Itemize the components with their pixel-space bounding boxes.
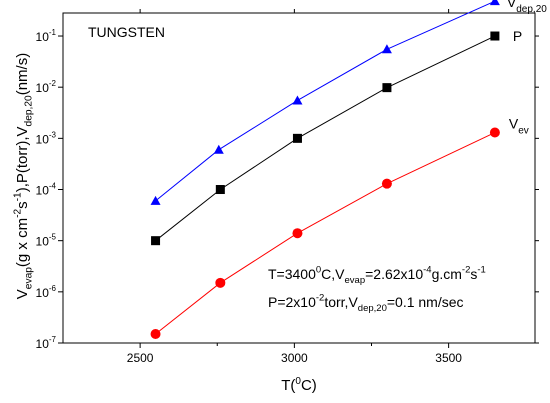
series-line bbox=[155, 0, 496, 202]
x-axis-title: T(0C) bbox=[281, 376, 317, 394]
data-point-square bbox=[490, 31, 500, 41]
x-tick-label: 2500 bbox=[127, 351, 154, 365]
x-tick-label: 3000 bbox=[281, 351, 308, 365]
y-tick-label: 10-4 bbox=[36, 182, 57, 198]
series-label: Vdep,20 bbox=[507, 0, 547, 15]
text-labels: 2500 3000 3500 10-7 10-6 10-5 10-4 10-3 10-2 10-1… bbox=[12, 0, 547, 394]
axis-ticks bbox=[58, 9, 539, 348]
series-label: Vev bbox=[509, 116, 529, 137]
data-point-circle bbox=[215, 277, 226, 288]
data-point-square bbox=[292, 133, 302, 143]
data-point-triangle bbox=[213, 144, 224, 154]
series-group bbox=[150, 0, 500, 339]
data-point-circle bbox=[150, 328, 161, 339]
y-tick-label: 10-1 bbox=[36, 28, 57, 44]
data-point-square bbox=[151, 236, 161, 246]
y-tick-label: 10-5 bbox=[36, 233, 57, 249]
data-point-triangle bbox=[150, 195, 161, 205]
data-point-triangle bbox=[381, 44, 392, 54]
annotation-text: T=34000C,Vevap=2.62x10-4g.cm-2s-1 bbox=[268, 265, 486, 287]
x-tick-label: 3500 bbox=[435, 351, 462, 365]
series-line bbox=[155, 35, 496, 242]
annotation-text: P=2x10-2torr,Vdep,20=0.1 nm/sec bbox=[268, 293, 464, 315]
data-point-triangle bbox=[489, 0, 500, 6]
y-axis-title: Vevap(g x cm-2s-1),P(torr),Vdep,20(nm/s) bbox=[12, 53, 34, 299]
data-point-circle bbox=[489, 127, 500, 138]
data-point-square bbox=[382, 83, 392, 93]
data-point-triangle bbox=[292, 95, 303, 105]
data-point-circle bbox=[292, 228, 303, 239]
data-point-circle bbox=[381, 178, 392, 189]
plot-frame bbox=[62, 12, 536, 344]
data-point-square bbox=[215, 185, 225, 195]
series-label: P bbox=[513, 28, 522, 44]
y-tick-label: 10-2 bbox=[36, 79, 57, 95]
y-tick-label: 10-6 bbox=[36, 284, 57, 300]
y-tick-label: 10-7 bbox=[36, 335, 57, 351]
y-tick-label: 10-3 bbox=[36, 130, 57, 146]
chart-title: TUNGSTEN bbox=[88, 24, 165, 40]
